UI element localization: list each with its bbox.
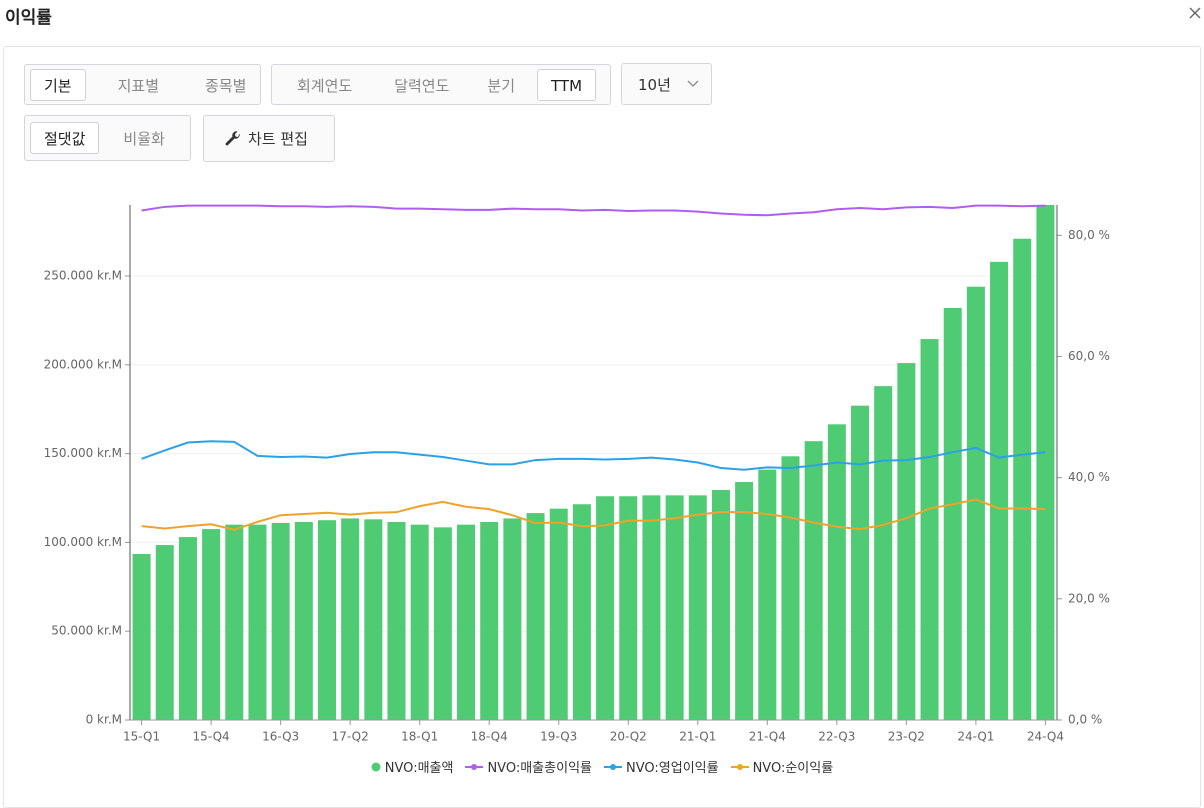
view-button[interactable]: 종목별 bbox=[205, 76, 247, 95]
period-button[interactable]: 회계연도 bbox=[297, 76, 353, 95]
scale-button[interactable]: 절댓값 bbox=[30, 122, 100, 154]
legend-item[interactable]: NVO:순이익률 bbox=[730, 757, 834, 776]
edit-chart-button[interactable]: 차트 편집 bbox=[203, 115, 335, 162]
wrench-icon bbox=[225, 130, 240, 145]
legend-label: NVO:순이익률 bbox=[752, 761, 834, 776]
edit-label: 차트 편집 bbox=[248, 130, 308, 148]
legend-marker bbox=[604, 763, 622, 770]
legend-marker bbox=[371, 762, 381, 771]
dialog-title: 이익률 bbox=[5, 8, 52, 28]
view-button[interactable]: 기본 bbox=[30, 68, 86, 101]
legend-dot bbox=[610, 763, 616, 770]
legend-label: NVO:매출총이익률 bbox=[487, 761, 592, 776]
range-value: 10년 bbox=[638, 75, 671, 94]
legend-item[interactable]: NVO:매출액 bbox=[371, 757, 454, 776]
legend-marker bbox=[730, 763, 749, 770]
view-group: 기본 지표별 종목별 bbox=[24, 64, 261, 105]
legend-item[interactable]: NVO:매출총이익률 bbox=[465, 757, 592, 776]
legend: NVO:매출액 NVO:매출총이익률 NVO:영업이익률 NVO:순이익률 bbox=[0, 757, 1204, 776]
range-dropdown[interactable]: 10년 bbox=[621, 63, 712, 105]
period-button[interactable]: 달력연도 bbox=[394, 76, 450, 95]
legend-dot bbox=[371, 762, 381, 771]
scale-group: 절댓값 비율화 bbox=[24, 115, 191, 161]
period-button[interactable]: TTM bbox=[537, 68, 597, 101]
close-button[interactable] bbox=[1189, 7, 1201, 19]
period-group: 회계연도 달력연도 분기 TTM bbox=[271, 64, 611, 105]
legend-dot bbox=[736, 763, 743, 770]
legend-dot bbox=[471, 763, 478, 770]
view-button[interactable]: 지표별 bbox=[117, 76, 160, 95]
chevron bbox=[687, 80, 699, 87]
legend-label: NVO:매출액 bbox=[384, 761, 454, 776]
legend-marker bbox=[465, 763, 484, 770]
legend-label: NVO:영업이익률 bbox=[626, 761, 719, 776]
legend-item[interactable]: NVO:영업이익률 bbox=[604, 757, 719, 776]
period-button[interactable]: 분기 bbox=[487, 76, 516, 95]
scale-button[interactable]: 비율화 bbox=[123, 130, 165, 148]
